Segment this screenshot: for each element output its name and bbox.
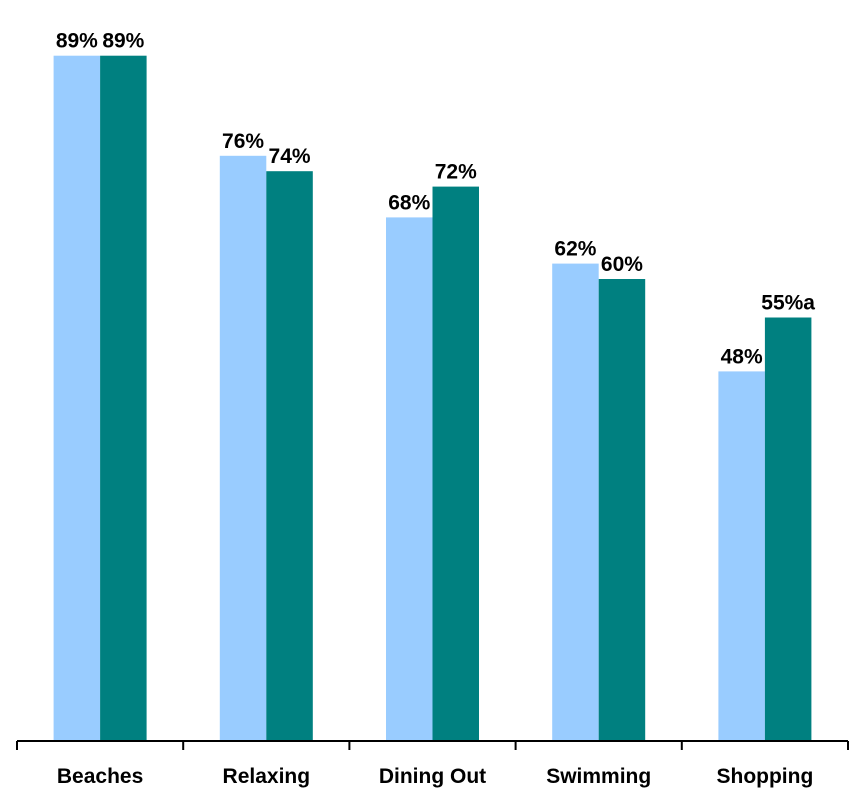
bar-swimming-series-2: [598, 279, 646, 741]
data-label-beaches-series-2: 89%: [102, 30, 144, 53]
data-label-shopping-series-1: 48%: [721, 345, 763, 368]
category-label-group: Beaches Relaxing Dining Out Swimming Shoppin…: [57, 765, 813, 788]
bar-dining-out-series-2: [432, 186, 479, 742]
data-label-shopping-series-2: 55%a: [761, 292, 815, 315]
bar-group: [53, 55, 812, 742]
bar-relaxing-series-1: [219, 155, 267, 742]
data-label-swimming-series-2: 60%: [601, 253, 643, 276]
data-label-relaxing-series-2: 74%: [269, 145, 311, 168]
x-axis: [16, 740, 849, 750]
category-label-dining-out: Dining Out: [379, 765, 486, 788]
bar-beaches-series-1: [53, 55, 101, 741]
category-label-swimming: Swimming: [546, 765, 651, 788]
category-label-beaches: Beaches: [57, 765, 143, 788]
bar-shopping-series-1: [718, 371, 765, 741]
data-label-dining-out-series-2: 72%: [435, 161, 477, 184]
data-label-beaches-series-1: 89%: [56, 30, 98, 53]
category-label-shopping: Shopping: [716, 765, 813, 788]
bar-beaches-series-2: [100, 55, 147, 741]
category-label-relaxing: Relaxing: [223, 765, 311, 788]
bar-dining-out-series-1: [386, 217, 433, 741]
bar-swimming-series-1: [552, 263, 599, 741]
bar-shopping-series-2: [764, 317, 812, 741]
bar-relaxing-series-2: [266, 171, 313, 741]
data-label-dining-out-series-1: 68%: [388, 191, 430, 214]
data-label-swimming-series-1: 62%: [554, 238, 596, 261]
data-label-group: 89% 89% 76%74% 68%72% 62%60% 48% 55%a: [56, 30, 815, 369]
data-label-relaxing-series-1: 76%: [222, 130, 264, 153]
